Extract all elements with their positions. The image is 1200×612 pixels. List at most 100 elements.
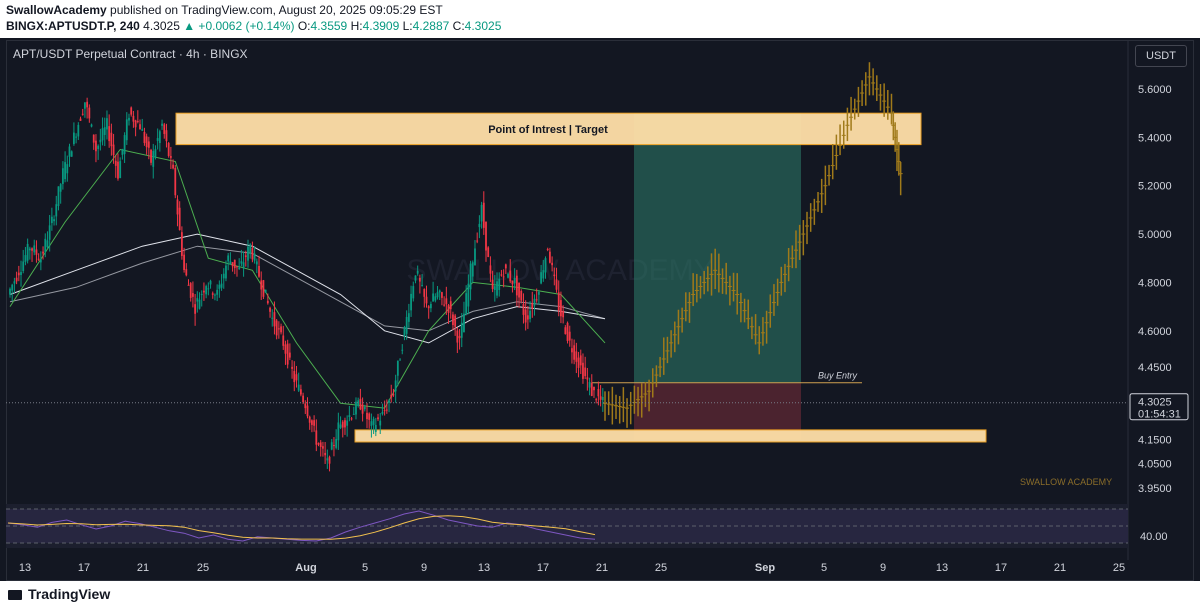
rsi-ma-line: [7, 515, 596, 540]
candle-body: [562, 310, 565, 318]
candle-body: [280, 326, 282, 333]
candle-body: [163, 124, 166, 134]
candle-body: [537, 291, 540, 295]
candle-body: [240, 261, 243, 264]
ema-fast-line: [9, 148, 606, 409]
candle-body: [551, 262, 554, 266]
candle-body: [449, 301, 452, 310]
candle-body: [22, 261, 25, 271]
candle-body: [288, 352, 291, 358]
x-tick-label: 25: [197, 562, 209, 574]
candle-body: [200, 293, 203, 296]
candle-body: [425, 296, 428, 304]
candle-body: [533, 298, 536, 306]
candle-body: [330, 442, 333, 450]
candle-body: [194, 304, 197, 314]
candle-body: [489, 265, 492, 274]
candle-body: [460, 322, 463, 338]
y-tick-label: 4.1500: [1138, 435, 1172, 447]
candle-body: [540, 272, 542, 284]
candle-body: [555, 279, 558, 290]
candle-body: [192, 293, 194, 297]
currency-selector[interactable]: USDT: [1135, 45, 1187, 67]
candle-body: [286, 343, 289, 365]
tradingview-logo[interactable]: TradingView: [8, 586, 110, 602]
candle-body: [315, 430, 318, 445]
candle-body: [595, 399, 598, 401]
candle-body: [247, 246, 249, 261]
candle-body: [474, 248, 476, 266]
candle-body: [441, 292, 443, 298]
y-tick-label: 5.0000: [1138, 229, 1172, 241]
candle-body: [414, 275, 417, 281]
candle-body: [557, 292, 560, 311]
candle-body: [110, 132, 113, 147]
candle-body: [381, 411, 384, 414]
candle-body: [97, 145, 100, 150]
candle-body: [493, 286, 496, 291]
candle-body: [509, 270, 512, 282]
candle-body: [324, 452, 327, 456]
candle-body: [577, 357, 580, 368]
candle-body: [584, 367, 587, 377]
candle-body: [471, 262, 474, 277]
last-price-label: 4.3025: [1138, 397, 1172, 409]
candle-body: [438, 290, 441, 293]
candle-body: [196, 298, 199, 302]
candle-body: [79, 118, 82, 121]
candle-body: [407, 313, 410, 322]
candle-body: [352, 413, 355, 415]
candle-body: [207, 288, 210, 290]
candle-body: [564, 327, 567, 335]
rsi-tick-label: 40.00: [1140, 531, 1168, 543]
candle-body: [24, 255, 27, 262]
candle-body: [169, 156, 172, 158]
candle-body: [178, 207, 181, 230]
candle-body: [458, 335, 461, 339]
candle-body: [28, 248, 31, 251]
x-tick-label: Aug: [295, 562, 316, 574]
position-target-area: [634, 113, 801, 383]
candle-body: [277, 328, 280, 330]
candle-body: [106, 118, 108, 130]
candle-body: [394, 380, 397, 392]
high-label: H:: [350, 19, 363, 33]
candle-body: [266, 300, 269, 304]
candle-body: [141, 129, 144, 131]
open-value: 4.3559: [310, 19, 348, 33]
ohlc-readout: BINGX:APTUSDT.P, 240 4.3025 ▲ +0.0062 (+…: [6, 19, 501, 33]
candle-body: [423, 289, 426, 297]
candle-body: [236, 266, 238, 268]
candle-body: [379, 420, 382, 426]
candle-body: [42, 251, 44, 254]
candle-body: [61, 168, 64, 184]
candle-body: [143, 131, 146, 143]
candle-body: [293, 370, 296, 383]
rsi-line: [7, 510, 596, 542]
candle-body: [361, 404, 364, 414]
candle-body: [249, 244, 252, 254]
last-price: 4.3025: [143, 19, 180, 33]
candle-body: [114, 160, 117, 166]
chart-watermark-small: SWALLOW ACADEMY: [1020, 477, 1112, 487]
candle-body: [482, 202, 485, 228]
candle-body: [158, 131, 161, 144]
candle-body: [491, 279, 494, 289]
candle-body: [81, 113, 84, 115]
candle-body: [359, 398, 362, 410]
candle-body: [88, 107, 91, 119]
y-tick-label: 4.8000: [1138, 277, 1172, 289]
author-name[interactable]: SwallowAcademy: [6, 3, 107, 17]
candle-body: [322, 446, 324, 449]
candle-body: [311, 420, 313, 425]
x-tick-label: 21: [1054, 562, 1066, 574]
candle-body: [601, 397, 604, 401]
ma-slow-line: [9, 233, 606, 344]
countdown-label: 01:54:31: [1138, 409, 1181, 421]
candle-body: [366, 412, 368, 420]
candle-body: [299, 389, 302, 395]
candle-body: [328, 456, 331, 464]
x-tick-label: 13: [936, 562, 948, 574]
candle-body: [284, 344, 287, 354]
